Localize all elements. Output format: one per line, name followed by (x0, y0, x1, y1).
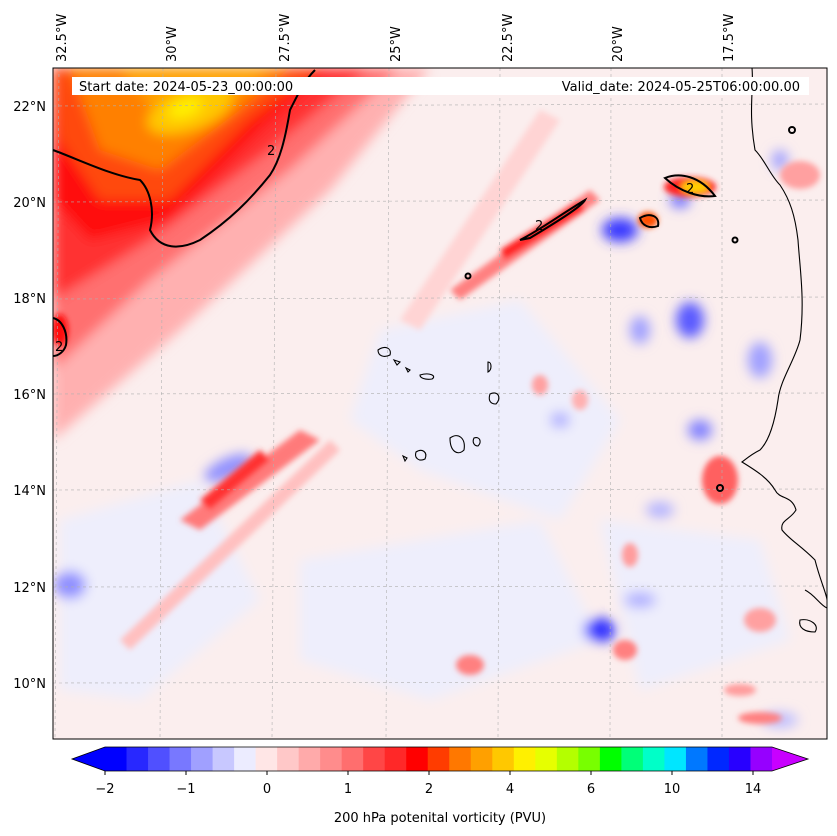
colorbar-swatch (212, 747, 235, 771)
lat-label: 18°N (13, 292, 46, 307)
colorbar-tick-label: −2 (95, 782, 114, 797)
colorbar-swatch (685, 747, 708, 771)
colorbar-tick-label: −1 (176, 782, 195, 797)
contour-labels: 2 2 2 2 (55, 144, 694, 355)
lon-label: 30°W (165, 26, 180, 62)
colorbar-label: 200 hPa potenital vorticity (PVU) (334, 811, 546, 826)
contour-label: 2 (55, 340, 63, 355)
colorbar-tick-label: 14 (745, 782, 762, 797)
contour-label: 2 (686, 182, 694, 197)
colorbar-swatch (707, 747, 730, 771)
colorbar-swatch (427, 747, 450, 771)
coastlines (377, 68, 827, 633)
colorbar-swatch (341, 747, 364, 771)
start-date-label: Start date: 2024-05-23_00:00:00 (79, 80, 293, 95)
colorbar-swatch (621, 747, 644, 771)
colorbar-swatch (535, 747, 558, 771)
colorbar-swatch (470, 747, 493, 771)
colorbar-over-arrow (772, 747, 808, 771)
colorbar-swatch (664, 747, 687, 771)
lat-label: 20°N (13, 196, 46, 211)
colorbar-swatch (320, 747, 343, 771)
colorbar-swatch (578, 747, 601, 771)
colorbar-swatch (169, 747, 192, 771)
colorbar-swatch (556, 747, 579, 771)
colorbar-swatch (148, 747, 171, 771)
lat-label: 14°N (13, 484, 46, 499)
colorbar-swatch (406, 747, 429, 771)
latitude-labels: 22°N 20°N 18°N 16°N 14°N 12°N 10°N (13, 100, 46, 692)
colorbar-tick-label: 10 (664, 782, 681, 797)
map-frame (52, 67, 828, 740)
lat-label: 22°N (13, 100, 46, 115)
colorbar-ticks: −2 −1 0 1 2 4 6 10 14 (95, 782, 761, 797)
lon-label: 25°W (389, 26, 404, 62)
header-background (72, 77, 809, 95)
lon-label: 22.5°W (501, 14, 516, 62)
lat-label: 16°N (13, 388, 46, 403)
contour-label: 2 (535, 219, 543, 234)
colorbar-swatch (255, 747, 278, 771)
colorbar-swatch (105, 747, 128, 771)
header-bar: Start date: 2024-05-23_00:00:00 Valid_da… (72, 77, 809, 95)
lon-label: 27.5°W (278, 14, 293, 62)
contour-label: 2 (267, 144, 275, 159)
colorbar (70, 746, 810, 775)
colorbar-swatch (750, 747, 773, 771)
colorbar-tick-label: 6 (587, 782, 595, 797)
pv-2-contours (53, 69, 796, 492)
map-panel: 2 2 2 2 Start date: 2024-05-23_00:00:00 (53, 68, 827, 739)
colorbar-tick-label: 0 (263, 782, 271, 797)
colorbar-swatch (599, 747, 622, 771)
colorbar-swatch (363, 747, 386, 771)
colorbar-swatch (728, 747, 751, 771)
gridlines (53, 68, 827, 739)
colorbar-swatch (513, 747, 536, 771)
colorbar-tick-label: 1 (344, 782, 352, 797)
lon-label: 20°W (611, 26, 626, 62)
pv-low-field (54, 150, 798, 728)
colorbar-swatch (384, 747, 407, 771)
colorbar-swatch (126, 747, 149, 771)
lon-label: 32.5°W (55, 14, 70, 62)
colorbar-swatch (234, 747, 257, 771)
colorbar-swatch (492, 747, 515, 771)
longitude-labels: 32.5°W 30°W 27.5°W 25°W 22.5°W 20°W 17.5… (55, 14, 737, 62)
pv-filaments (53, 110, 820, 724)
colorbar-under-arrow (72, 747, 105, 771)
colorbar-tick-label: 2 (425, 782, 433, 797)
colorbar-swatch (277, 747, 300, 771)
lat-label: 10°N (13, 677, 46, 692)
lat-label: 12°N (13, 581, 46, 596)
lon-label: 17.5°W (722, 14, 737, 62)
colorbar-tick-label: 4 (506, 782, 514, 797)
colorbar-swatch (298, 747, 321, 771)
colorbar-swatch (449, 747, 472, 771)
valid-date-label: Valid_date: 2024-05-25T06:00:00.00 (562, 80, 800, 95)
colorbar-swatch (191, 747, 214, 771)
colorbar-swatch (642, 747, 665, 771)
